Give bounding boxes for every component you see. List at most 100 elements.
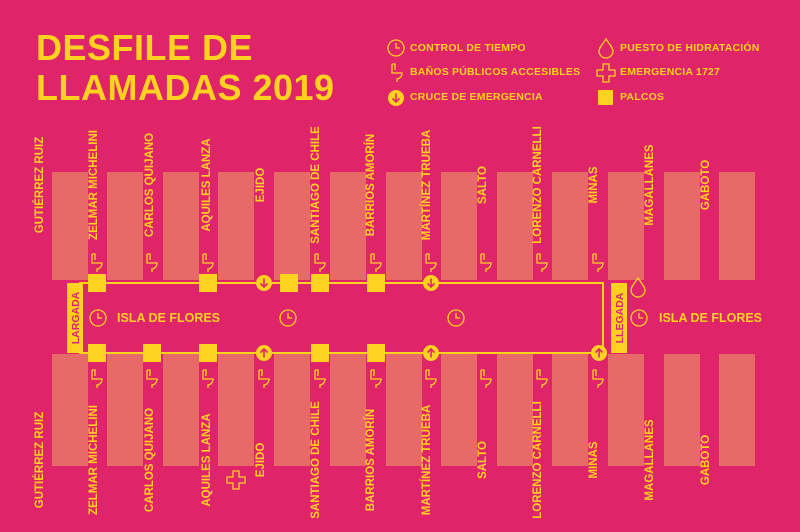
cross-icon bbox=[226, 470, 246, 490]
square-icon bbox=[199, 274, 217, 292]
city-block-south bbox=[608, 354, 644, 466]
start-box bbox=[67, 283, 83, 353]
street-label: EJIDO bbox=[255, 443, 267, 478]
city-block-south bbox=[218, 354, 254, 466]
street-label: GUTIÉRREZ RUIZ bbox=[33, 412, 46, 508]
city-block-north bbox=[218, 172, 254, 280]
street-label: LORENZO CARNELLI bbox=[532, 401, 544, 519]
city-block-north bbox=[386, 172, 422, 280]
city-block-south bbox=[386, 354, 422, 466]
toilet-icon bbox=[536, 253, 548, 273]
street-labels-bottom: GUTIÉRREZ RUIZ ZELMAR MICHELINI CARLOS QUI… bbox=[33, 401, 712, 519]
square-icon bbox=[311, 344, 329, 362]
legend-control-label: CONTROL DE TIEMPO bbox=[410, 42, 526, 54]
city-block-south bbox=[552, 354, 588, 466]
city-block-north bbox=[497, 172, 533, 280]
title-line-2: LLAMADAS 2019 bbox=[36, 67, 335, 108]
toilet-icon bbox=[314, 253, 326, 273]
street-label: AQUILES LANZA bbox=[201, 413, 213, 506]
title-line-1: DESFILE DE bbox=[36, 27, 254, 68]
street-label: BARRIOS AMORÍN bbox=[364, 409, 377, 511]
toilet-icon bbox=[258, 369, 270, 389]
toilet-icon bbox=[592, 253, 604, 273]
city-block-north bbox=[107, 172, 143, 280]
toilet-icon bbox=[425, 253, 437, 273]
toilet-icon bbox=[146, 369, 158, 389]
square-icon bbox=[367, 274, 385, 292]
street-label: MINAS bbox=[588, 166, 600, 203]
square-icon bbox=[311, 274, 329, 292]
drop-icon bbox=[630, 277, 646, 298]
square-icon bbox=[88, 274, 106, 292]
clock-icon bbox=[279, 309, 297, 327]
clock-icon bbox=[630, 309, 648, 327]
city-block-south bbox=[441, 354, 477, 466]
city-block-south bbox=[330, 354, 366, 466]
arrow-circle-icon bbox=[255, 274, 273, 292]
city-block-north bbox=[441, 172, 477, 280]
city-block-north bbox=[608, 172, 644, 280]
street-label: SALTO bbox=[477, 441, 489, 479]
finish-label: LLEGADA bbox=[614, 292, 626, 343]
street-label: GABOTO bbox=[700, 435, 712, 485]
street-label: MINAS bbox=[588, 441, 600, 478]
city-block-south bbox=[52, 354, 88, 466]
city-block-south bbox=[664, 354, 700, 466]
toilet-icon bbox=[91, 253, 103, 273]
city-block-north bbox=[163, 172, 199, 280]
route-name-left: ISLA DE FLORES bbox=[117, 311, 220, 325]
legend-palcos-label: PALCOS bbox=[620, 91, 665, 103]
toilet-icon bbox=[480, 253, 492, 273]
arrow-circle-icon bbox=[255, 344, 273, 362]
city-block-north bbox=[274, 172, 310, 280]
arrow-circle-icon bbox=[422, 344, 440, 362]
legend-banos-label: BAÑOS PÚBLICOS ACCESIBLES bbox=[410, 66, 581, 78]
city-blocks bbox=[52, 172, 755, 466]
legend-cruce-label: CRUCE DE EMERGENCIA bbox=[410, 91, 543, 103]
city-block-north bbox=[552, 172, 588, 280]
city-block-south bbox=[107, 354, 143, 466]
legend-emergencia-label: EMERGENCIA 1727 bbox=[620, 66, 721, 78]
legend-toilet-icon bbox=[391, 63, 403, 83]
square-icon bbox=[199, 344, 217, 362]
street-label: MAGALLANES bbox=[644, 144, 656, 225]
toilet-icon bbox=[202, 369, 214, 389]
legend-hidratacion-label: PUESTO DE HIDRATACIÓN bbox=[620, 42, 760, 54]
square-icon bbox=[88, 344, 106, 362]
street-label: MARTÍNEZ TRUEBA bbox=[420, 130, 433, 241]
street-label: SANTIAGO DE CHILE bbox=[310, 401, 322, 519]
legend-arrow-circle-icon bbox=[387, 89, 405, 107]
toilet-icon bbox=[370, 369, 382, 389]
toilet-icon bbox=[370, 253, 382, 273]
street-label: GUTIÉRREZ RUIZ bbox=[33, 137, 46, 233]
city-block-north bbox=[719, 172, 755, 280]
toilet-icon bbox=[91, 369, 103, 389]
street-label: CARLOS QUIJANO bbox=[144, 133, 156, 237]
arrow-circle-icon bbox=[590, 344, 608, 362]
square-icon bbox=[143, 344, 161, 362]
city-block-north bbox=[664, 172, 700, 280]
square-icon bbox=[367, 344, 385, 362]
toilet-icon bbox=[536, 369, 548, 389]
street-label: LORENZO CARNELLI bbox=[532, 126, 544, 244]
route-name-right: ISLA DE FLORES bbox=[659, 311, 762, 325]
street-label: SALTO bbox=[477, 166, 489, 204]
city-block-north bbox=[330, 172, 366, 280]
street-label: AQUILES LANZA bbox=[201, 138, 213, 231]
street-label: EJIDO bbox=[255, 168, 267, 203]
toilet-icon bbox=[480, 369, 492, 389]
toilet-icon bbox=[592, 369, 604, 389]
city-block-south bbox=[497, 354, 533, 466]
street-label: ZELMAR MICHELINI bbox=[88, 405, 100, 515]
clock-icon bbox=[89, 309, 107, 327]
arrow-circle-icon bbox=[422, 274, 440, 292]
toilet-icon bbox=[425, 369, 437, 389]
street-labels-top: GUTIÉRREZ RUIZ ZELMAR MICHELINI CARLOS QUI… bbox=[33, 126, 712, 244]
square-icon bbox=[280, 274, 298, 292]
legend-square-icon bbox=[598, 90, 613, 105]
street-label: MAGALLANES bbox=[644, 419, 656, 500]
page-title: DESFILE DE LLAMADAS 2019 bbox=[36, 28, 335, 108]
street-label: CARLOS QUIJANO bbox=[144, 408, 156, 512]
city-block-north bbox=[52, 172, 88, 280]
